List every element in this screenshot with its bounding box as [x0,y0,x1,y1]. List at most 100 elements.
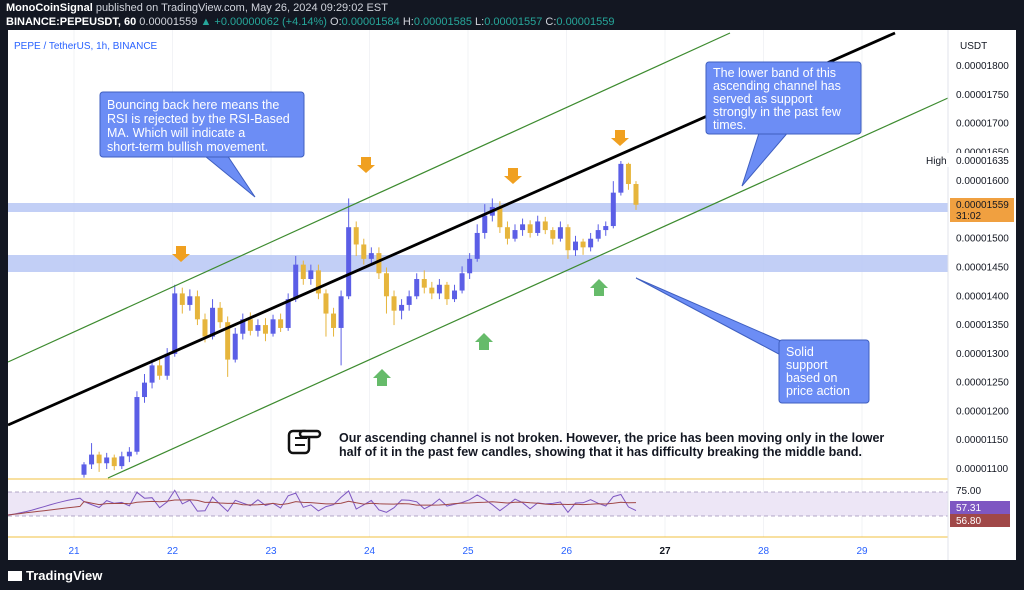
rsi-value-tag [950,501,1010,514]
candle-body [353,227,359,245]
chart-title[interactable]: PEPE / TetherUS, 1h, BINANCE [14,41,158,52]
candle [610,181,616,229]
price-tick-label: 0.00001500 [956,234,1009,245]
candle-body [300,264,306,280]
note1-line4: short-term bullish movement. [107,140,268,154]
candle [172,284,178,357]
candle-body [504,227,510,239]
publisher-name[interactable]: MonoCoinSignal [6,2,93,14]
candle-body [232,333,238,360]
candle [323,289,329,337]
symbol-ohlc-line: BINANCE:PEPEUSDT, 60 0.00001559 ▲ +0.000… [6,16,615,28]
callout-support-note[interactable]: Solid support based on price action [635,277,870,404]
high-tag-value: 0.00001635 [956,156,1009,167]
candle-body [610,192,616,227]
candle [157,356,163,380]
candle-body [633,184,639,205]
candle [255,319,261,337]
candle [338,290,344,366]
candle [625,162,631,190]
note2-line1: The lower band of this [713,66,836,80]
candle [81,462,87,478]
price-tick-label: 0.00001600 [956,176,1009,187]
candle-body [580,241,586,248]
down-arrow-icon [611,130,629,146]
candle-body [527,224,533,233]
candle [89,443,95,469]
candle-body [111,457,117,467]
last-price: 0.00001559 [139,16,198,28]
candle-body [81,464,87,475]
candle [262,318,268,342]
rsi-ma-value-tag [950,514,1010,527]
candle-body [126,451,132,457]
symbol-label: BINANCE:PEPEUSDT, 60 [6,16,137,28]
price-tag [950,198,1014,222]
candle [527,220,533,238]
price-tick-label: 0.00001750 [956,90,1009,101]
time-tick-label: 27 [659,546,671,557]
candle [467,253,473,280]
support-zone [8,255,948,272]
candle [179,287,185,314]
candle-body [255,325,261,331]
candle-body [323,293,329,314]
rsi-upper-value: 75.00 [956,486,981,497]
candle [300,260,306,285]
candle [512,224,518,242]
candle [104,452,110,469]
high-label: H: [402,16,414,28]
candle-body [436,284,442,294]
down-arrow-icon [504,168,522,184]
time-tick-label: 28 [758,546,770,557]
note3-line3: based on [786,371,837,385]
price-change: ▲ +0.00000062 (+4.14%) [200,16,327,28]
candle-body [565,227,571,251]
note2-line3: served as support [713,92,813,106]
high-tag [924,153,1014,167]
candle-body [625,163,631,185]
time-tick-label: 22 [167,546,179,557]
candle-body [134,397,140,452]
price-tick-label: 0.00001150 [956,435,1009,446]
channel-lower-line[interactable] [107,97,949,479]
candle [315,264,321,300]
channel-note-line1: Our ascending channel is not broken. How… [339,431,884,445]
rsi-ma-line [8,499,637,516]
candle-body [467,258,473,274]
candle-body [383,273,389,297]
channel-upper-line[interactable] [8,32,731,363]
candle-body [429,287,435,294]
time-tick-label: 23 [265,546,277,557]
price-tick-label: 0.00001250 [956,378,1009,389]
price-chart[interactable]: Bouncing back here means the RSI is reje… [8,30,1016,560]
note3-line4: price action [786,384,850,398]
down-arrow-icon [172,246,190,262]
countdown: 31:02 [956,211,981,222]
candle [565,224,571,259]
callout-rsi-note[interactable]: Bouncing back here means the RSI is reje… [99,91,305,198]
candle-body [104,457,110,464]
candle [96,451,102,472]
candle [452,284,458,303]
rsi-ma-value: 56.80 [956,516,981,527]
candle-body [225,322,231,360]
price-tick-label: 0.00001450 [956,263,1009,274]
candle [444,281,450,305]
candle [391,290,397,326]
price-tick-label: 0.00001800 [956,61,1009,72]
candle-body [285,299,291,328]
candle [141,374,147,403]
tradingview-logo[interactable]: TradingView [8,568,102,583]
down-arrow-icon [357,157,375,173]
rsi-line [8,489,637,516]
candle-body [157,365,163,376]
callout-lower-band-note[interactable]: The lower band of this ascending channel… [705,61,862,187]
candle-body [414,279,420,297]
candle [535,215,541,236]
time-tick-label: 21 [68,546,80,557]
candle-body [618,163,624,193]
candle-body [141,382,147,398]
candle-body [595,230,601,239]
candle [361,238,367,265]
